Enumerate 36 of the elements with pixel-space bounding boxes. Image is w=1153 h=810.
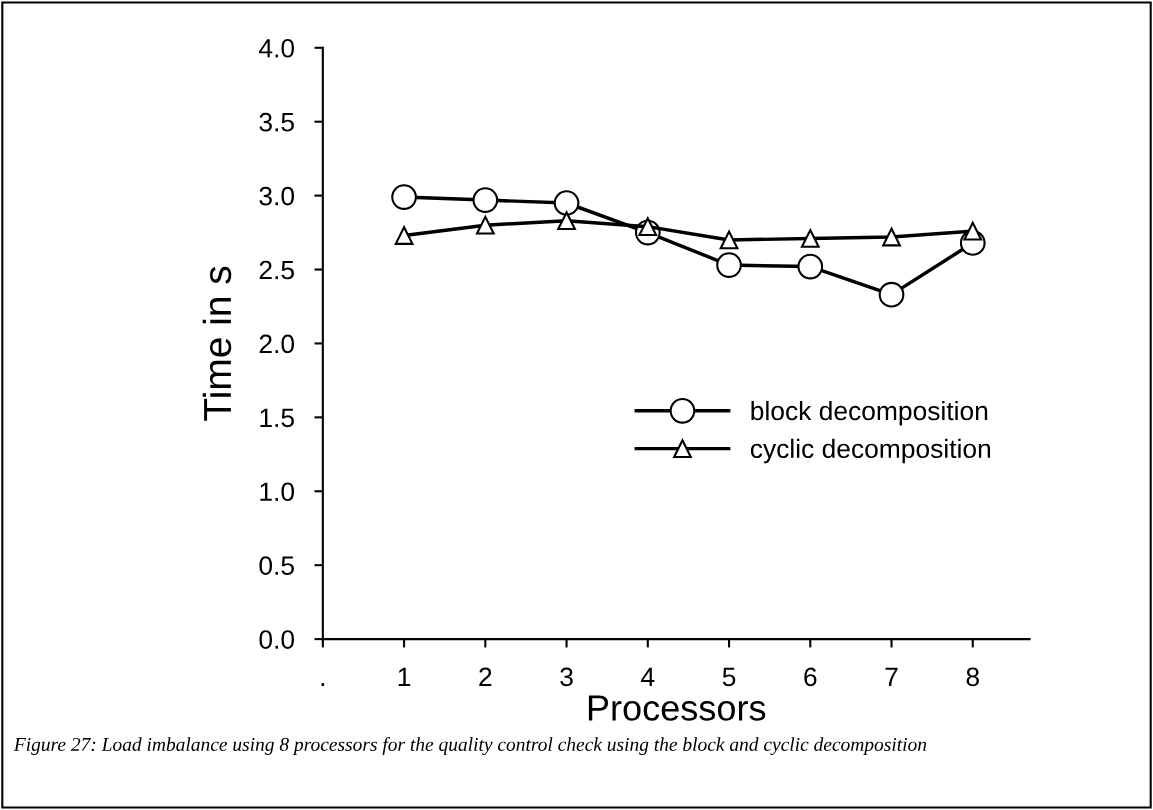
x-tick-label: 5 — [722, 667, 736, 687]
y-tick-label: 1.0 — [260, 482, 295, 502]
legend-label: cyclic decomposition — [750, 438, 991, 464]
x-tick-label: 7 — [885, 667, 898, 686]
point — [472, 187, 499, 213]
point — [557, 211, 576, 231]
y-tick-label: 4.0 — [258, 38, 295, 58]
y-tick-label: 2.0 — [259, 334, 295, 354]
x-axis-title: Processors — [588, 695, 766, 721]
y-tick-label: 3.5 — [259, 112, 294, 132]
x-tick-label: 4 — [641, 667, 655, 686]
y-axis-title: Time in s — [202, 266, 232, 421]
y-tick-label: 0.5 — [259, 556, 294, 575]
point — [553, 190, 580, 216]
point — [797, 253, 824, 280]
point — [800, 229, 820, 248]
caption: Figure 27: Load imbalance using 8 processors for the quality control check using the block and cyclic decomposition — [13, 737, 927, 755]
legend-label: block decomposition — [751, 400, 988, 426]
point — [391, 184, 417, 210]
point — [878, 281, 905, 308]
x-tick-label: 3 — [560, 667, 573, 687]
y-tick-label: 3.0 — [259, 186, 295, 206]
x-tick-label: 8 — [966, 667, 979, 687]
x-tick-label: . — [321, 683, 325, 686]
y-tick-label: 1.5 — [260, 408, 294, 428]
y-tick-label: 0.0 — [259, 630, 295, 649]
y-tick-label: 2.5 — [259, 260, 294, 280]
x-tick-label: 6 — [804, 667, 817, 687]
x-tick-label: 1 — [398, 667, 411, 686]
point — [394, 226, 414, 245]
point — [882, 227, 901, 247]
point — [963, 221, 983, 241]
point — [475, 215, 495, 235]
point — [716, 252, 742, 278]
point — [719, 230, 739, 250]
x-tick-label: 2 — [479, 667, 492, 686]
